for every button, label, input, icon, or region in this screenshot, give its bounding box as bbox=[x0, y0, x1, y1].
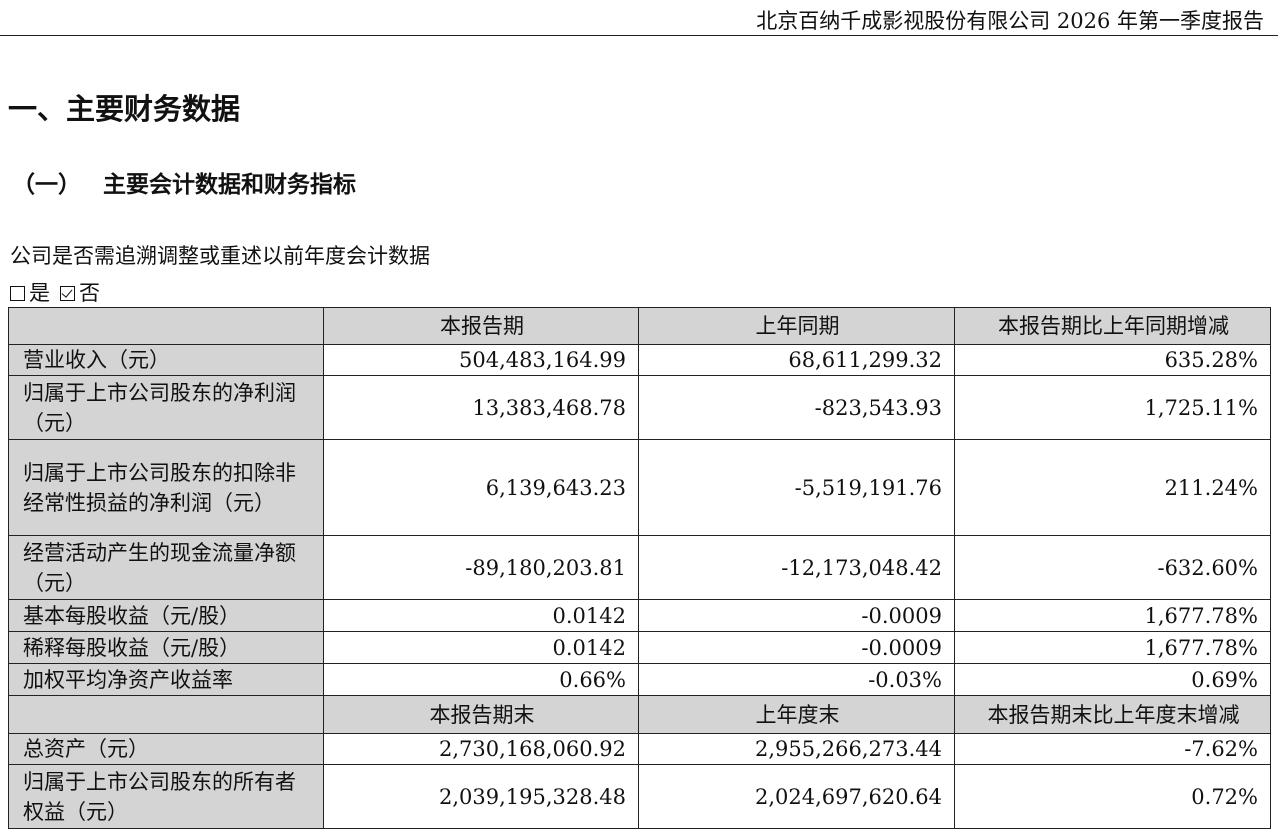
value-prior: -0.03% bbox=[638, 663, 955, 696]
section-title: 一、主要财务数据 bbox=[8, 92, 241, 126]
value-prior: -5,519,191.76 bbox=[638, 439, 955, 536]
table-row: 营业收入（元） 504,483,164.99 68,611,299.32 635… bbox=[8, 344, 1271, 376]
table-header-row: 本报告期末 上年度末 本报告期末比上年度末增减 bbox=[8, 695, 1271, 734]
page-header: 北京百纳千成影视股份有限公司 2026 年第一季度报告 bbox=[0, 0, 1278, 36]
row-label: 归属于上市公司股东的所有者权益（元） bbox=[8, 764, 324, 829]
value-change: 0.72% bbox=[954, 764, 1271, 829]
value-change: 1,677.78% bbox=[954, 599, 1271, 632]
value-prior: 68,611,299.32 bbox=[638, 344, 955, 376]
row-label: 加权平均净资产收益率 bbox=[8, 663, 324, 696]
column-header-period-end: 本报告期末 bbox=[323, 695, 639, 734]
value-current: 504,483,164.99 bbox=[323, 344, 639, 376]
value-current: 0.0142 bbox=[323, 599, 639, 632]
value-prior: -0.0009 bbox=[638, 599, 955, 632]
option-yes-label: 是 bbox=[29, 281, 50, 305]
option-no[interactable]: 否 bbox=[60, 277, 100, 307]
value-current: -89,180,203.81 bbox=[323, 535, 639, 600]
row-label: 归属于上市公司股东的净利润（元） bbox=[8, 375, 324, 440]
value-current: 0.0142 bbox=[323, 631, 639, 664]
value-prior: -0.0009 bbox=[638, 631, 955, 664]
value-current: 2,730,168,060.92 bbox=[323, 733, 639, 765]
column-header-prior-year-end: 上年度末 bbox=[638, 695, 955, 734]
table-row: 稀释每股收益（元/股） 0.0142 -0.0009 1,677.78% bbox=[8, 631, 1271, 664]
table-row: 基本每股收益（元/股） 0.0142 -0.0009 1,677.78% bbox=[8, 599, 1271, 632]
table-row: 归属于上市公司股东的所有者权益（元） 2,039,195,328.48 2,02… bbox=[8, 764, 1271, 829]
subsection-title: 主要会计数据和财务指标 bbox=[103, 172, 356, 198]
table-row: 经营活动产生的现金流量净额（元） -89,180,203.81 -12,173,… bbox=[8, 535, 1271, 600]
table-row: 归属于上市公司股东的净利润（元） 13,383,468.78 -823,543.… bbox=[8, 375, 1271, 440]
table-row: 加权平均净资产收益率 0.66% -0.03% 0.69% bbox=[8, 663, 1271, 696]
financial-data-table: 本报告期 上年同期 本报告期比上年同期增减 营业收入（元） 504,483,16… bbox=[8, 307, 1271, 829]
option-no-label: 否 bbox=[79, 281, 100, 305]
header-blank-cell bbox=[8, 695, 324, 734]
table-header-row: 本报告期 上年同期 本报告期比上年同期增减 bbox=[8, 307, 1271, 345]
value-change: -632.60% bbox=[954, 535, 1271, 600]
value-prior: 2,024,697,620.64 bbox=[638, 764, 955, 829]
value-change: 211.24% bbox=[954, 439, 1271, 536]
value-change: 0.69% bbox=[954, 663, 1271, 696]
table-row: 总资产（元） 2,730,168,060.92 2,955,266,273.44… bbox=[8, 733, 1271, 765]
column-header-year-end-change: 本报告期末比上年度末增减 bbox=[954, 695, 1271, 734]
checked-box-icon[interactable] bbox=[60, 286, 75, 301]
subsection-number: （一） bbox=[12, 172, 81, 198]
column-header-current-period: 本报告期 bbox=[323, 307, 639, 345]
value-current: 2,039,195,328.48 bbox=[323, 764, 639, 829]
value-prior: -12,173,048.42 bbox=[638, 535, 955, 600]
unchecked-box-icon[interactable] bbox=[10, 286, 25, 301]
value-change: 635.28% bbox=[954, 344, 1271, 376]
value-prior: -823,543.93 bbox=[638, 375, 955, 440]
column-header-period-change: 本报告期比上年同期增减 bbox=[954, 307, 1271, 345]
row-label: 基本每股收益（元/股） bbox=[8, 599, 324, 632]
row-label: 总资产（元） bbox=[8, 733, 324, 765]
row-label: 归属于上市公司股东的扣除非经常性损益的净利润（元） bbox=[8, 439, 324, 536]
value-change: 1,677.78% bbox=[954, 631, 1271, 664]
header-blank-cell bbox=[8, 307, 324, 345]
row-label: 经营活动产生的现金流量净额（元） bbox=[8, 535, 324, 600]
value-current: 6,139,643.23 bbox=[323, 439, 639, 536]
table-row: 归属于上市公司股东的扣除非经常性损益的净利润（元） 6,139,643.23 -… bbox=[8, 439, 1271, 536]
row-label: 稀释每股收益（元/股） bbox=[8, 631, 324, 664]
value-change: -7.62% bbox=[954, 733, 1271, 765]
column-header-prior-period: 上年同期 bbox=[638, 307, 955, 345]
row-label: 营业收入（元） bbox=[8, 344, 324, 376]
value-current: 13,383,468.78 bbox=[323, 375, 639, 440]
subsection-heading: （一） 主要会计数据和财务指标 bbox=[12, 165, 356, 199]
restatement-options: 是否 bbox=[10, 277, 110, 307]
option-yes[interactable]: 是 bbox=[10, 277, 50, 307]
value-change: 1,725.11% bbox=[954, 375, 1271, 440]
report-title: 北京百纳千成影视股份有限公司 2026 年第一季度报告 bbox=[756, 9, 1264, 33]
value-current: 0.66% bbox=[323, 663, 639, 696]
value-prior: 2,955,266,273.44 bbox=[638, 733, 955, 765]
restatement-question: 公司是否需追溯调整或重述以前年度会计数据 bbox=[10, 244, 430, 268]
